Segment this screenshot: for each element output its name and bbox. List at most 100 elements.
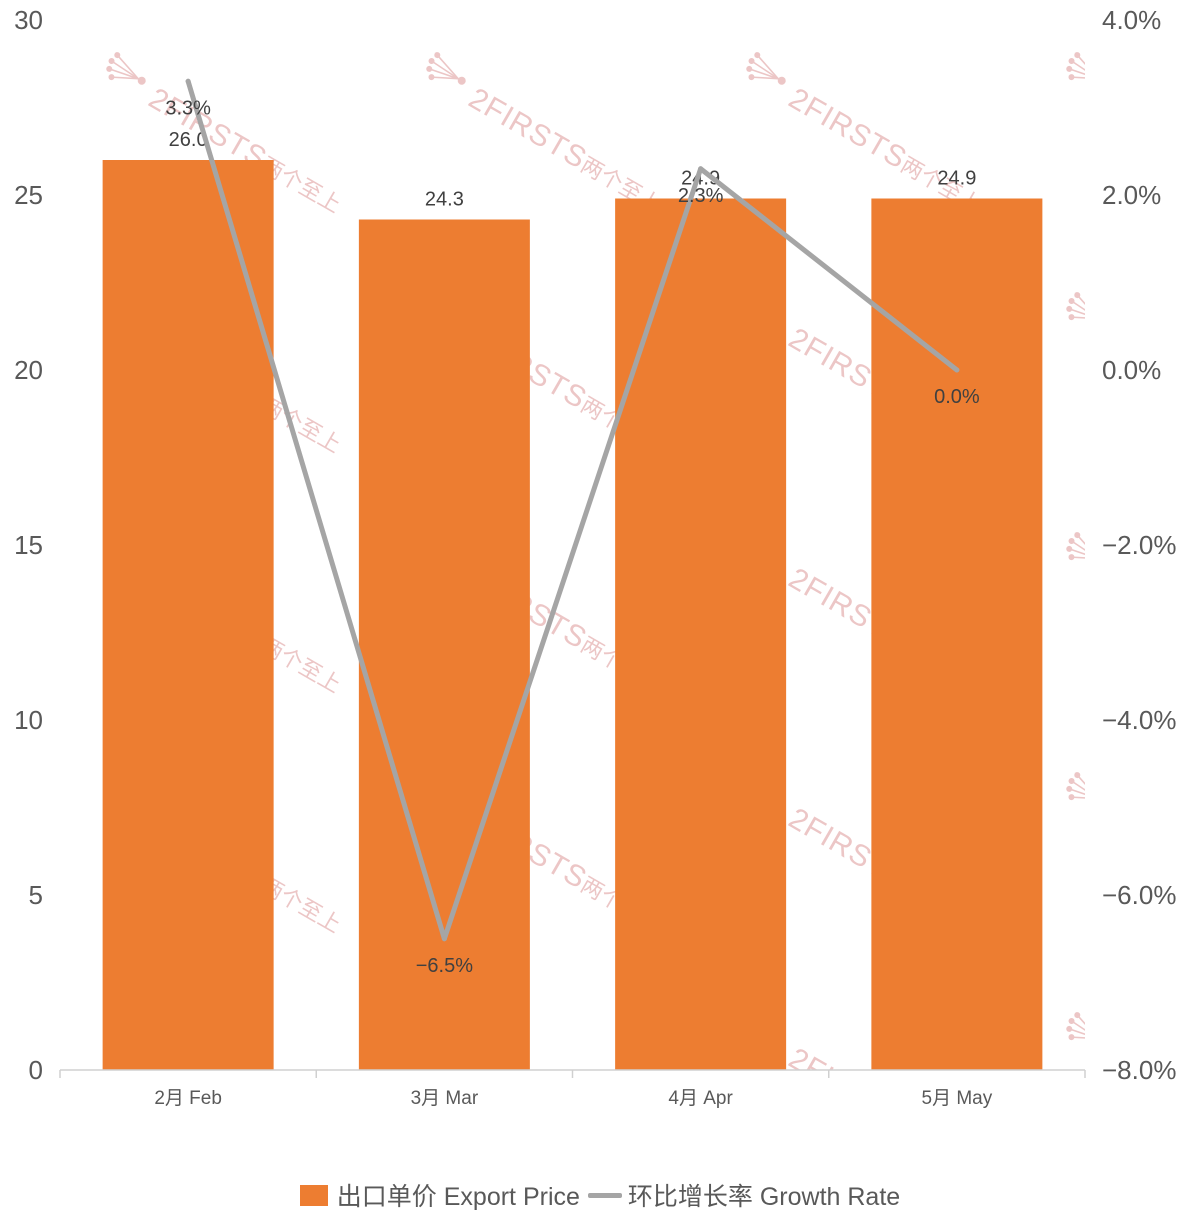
watermark-logo-dot [1068,74,1075,81]
legend-swatch-growth-rate [587,1192,622,1198]
y-tick-label-left: 30 [14,5,43,35]
watermark-logo-stroke [429,68,459,80]
y-tick-label-right: −2.0% [1102,530,1176,560]
y-tick-label-left: 15 [14,530,43,560]
legend-item-export-price[interactable]: 出口单价 Export Price [299,1177,580,1213]
y-tick-label-right: −8.0% [1102,1055,1176,1085]
watermark-logo-stroke [1071,1036,1085,1040]
watermark-logo-stroke [1069,68,1085,80]
growth-rate-label: 3.3% [165,97,211,119]
growth-rate-point [441,936,447,942]
watermark-logo-dot [426,65,433,72]
watermark-text-latin: 2FIRSTS [1103,82,1200,176]
growth-rate-point [698,166,704,172]
watermark-logo-dot [1096,315,1107,326]
watermark-logo-dot [1074,532,1081,539]
watermark-logo-icon [1066,532,1085,561]
watermark-logo-dot [1068,794,1075,801]
watermark-logo-dot [754,52,761,59]
watermark-logo-stroke [109,68,139,80]
watermark-logo-stroke [1071,556,1085,560]
watermark-logo-stroke [1071,540,1085,560]
watermark-logo-dot [1066,1025,1073,1032]
legend-label-export-price: 出口单价 Export Price [336,1183,580,1211]
watermark-logo-dot [1066,65,1073,72]
x-tick-label: 3月 Mar [411,1088,479,1109]
y-tick-label-left: 20 [14,355,43,385]
growth-rate-label: 2.3% [678,185,724,207]
growth-rate-value-labels: 3.3% −6.5% 2.3% 0.0% [165,97,980,977]
watermark-logo-stroke [1069,788,1085,800]
watermark-logo-stroke [751,60,779,80]
growth-rate-series [185,78,960,942]
watermark-logo-stroke [1069,308,1085,320]
watermark-logo-stroke [111,60,139,80]
watermark-text-latin: 2FIRSTS [783,82,912,176]
watermark-logo-icon [746,52,786,85]
watermark-logo-icon [426,52,466,85]
growth-rate-point [185,78,191,84]
watermark-logo-dot [1066,545,1073,552]
watermark-text-cjk: 两个至上 [257,1112,346,1178]
watermark-logo-stroke [1069,548,1085,560]
y-tick-label-right: −4.0% [1102,705,1176,735]
legend-item-growth-rate[interactable]: 环比增长率 Growth Rate [587,1177,900,1213]
x-tick-label: 5月 May [922,1088,993,1109]
watermark-logo-stroke [1076,294,1085,320]
watermark-logo-dot [428,74,435,81]
bar-export-price [871,198,1043,1070]
bar-export-price [102,160,274,1070]
bar-export-price [358,219,530,1070]
watermark-logo-stroke [436,54,459,80]
y-tick-label-right: 0.0% [1102,355,1161,385]
growth-rate-label: 0.0% [934,386,980,408]
watermark-logo-dot [1068,778,1075,784]
watermark-logo-icon [1066,292,1107,326]
watermark-logo-stroke [431,60,459,80]
y-tick-label-left: 10 [14,705,43,735]
legend: 出口单价 Export Price 环比增长率 Growth Rate [0,1177,1200,1213]
watermark-logo-dot [457,76,466,85]
y-tick-label-left: 0 [29,1055,43,1085]
watermark-logo-stroke [1076,534,1085,560]
bar-export-price [615,198,787,1070]
watermark-logo-dot [1068,1034,1075,1041]
watermark-logo-stroke [1071,76,1085,80]
watermark-logo-stroke [1071,316,1085,320]
bar-value-label: 26.0 [169,129,208,151]
watermark-text-latin: 2FIRSTS [1103,562,1200,656]
growth-rate-line [185,78,960,942]
watermark-logo-dot [1068,298,1075,304]
watermark-logo-stroke [1076,1014,1085,1040]
watermark-logo-dot [1074,292,1081,299]
watermark-logo-dot [1068,538,1075,544]
watermark-logo-dot [748,58,755,64]
growth-rate-label: −6.5% [416,955,473,977]
right-y-axis: −8.0% −6.0% −4.0% −2.0% 0.0% 2.0% 4.0% [1102,5,1176,1085]
watermark-logo-icon [106,52,146,85]
watermark-logo-dot [108,58,115,64]
watermark-logo-stroke [1076,54,1085,80]
watermark-logo-stroke [1071,780,1085,800]
growth-rate-point [954,367,960,373]
watermark-logo-stroke [756,54,779,80]
bar-value-label: 24.9 [681,168,720,190]
watermark-logo-dot [1068,1018,1075,1024]
watermark-logo-dot [108,74,115,81]
watermark-logo-dot [1096,75,1107,86]
watermark-logo-stroke [749,68,779,80]
watermark-logo-icon [1066,772,1085,801]
y-tick-label-right: 4.0% [1102,5,1161,35]
watermark-logo-stroke [751,76,779,80]
watermark-logo-stroke [1071,1020,1085,1040]
x-axis: 2月 Feb 3月 Mar 4月 Apr 5月 May [59,1069,1086,1109]
watermark-logo-dot [1074,52,1081,59]
watermark-logo-stroke [111,76,139,80]
watermark-logo-dot [748,74,755,81]
watermark-logo-dot [1068,58,1075,64]
